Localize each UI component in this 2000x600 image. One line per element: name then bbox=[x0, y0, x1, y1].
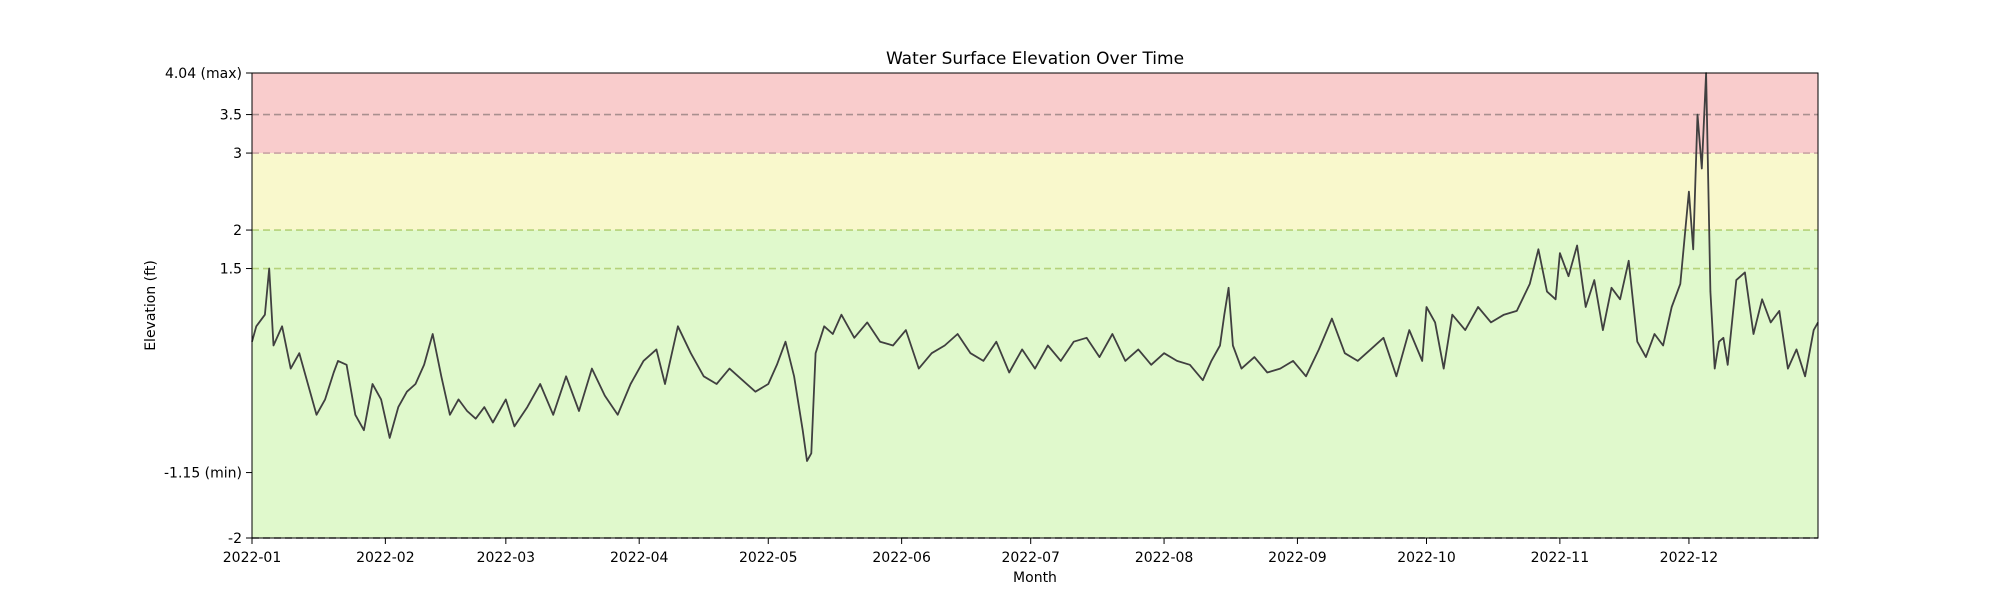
y-axis: -2 -1.15 (min) 1.5 2 3 3.5 4.04 (max) bbox=[164, 66, 252, 547]
plot-frame bbox=[251, 72, 1819, 539]
x-axis: 2022-01 2022-02 2022-03 2022-04 2022-05 2022-… bbox=[223, 538, 1718, 566]
chart-title: Water Surface Elevation Over Time bbox=[886, 49, 1184, 69]
band-1 bbox=[252, 153, 1818, 231]
band-0 bbox=[252, 230, 1818, 538]
x-tick-label: 2022-07 bbox=[1001, 550, 1060, 566]
y-tick-label: 1.5 bbox=[220, 262, 242, 278]
x-tick-label: 2022-06 bbox=[872, 550, 931, 566]
x-tick-label: 2022-12 bbox=[1660, 550, 1719, 566]
y-tick-label: 2 bbox=[233, 223, 242, 239]
y-tick-label: 3 bbox=[233, 146, 242, 162]
x-tick-label: 2022-02 bbox=[356, 550, 415, 566]
series-line-0 bbox=[251, 72, 1819, 462]
y-tick-label: -2 bbox=[228, 531, 242, 547]
band-2 bbox=[252, 73, 1818, 154]
x-tick-label: 2022-11 bbox=[1531, 550, 1590, 566]
x-tick-label: 2022-03 bbox=[477, 550, 536, 566]
x-tick-label: 2022-04 bbox=[610, 550, 669, 566]
x-tick-label: 2022-10 bbox=[1397, 550, 1456, 566]
y-tick-label: 4.04 (max) bbox=[165, 66, 242, 82]
x-axis-title: Month bbox=[1013, 570, 1057, 586]
y-tick-label: 3.5 bbox=[220, 108, 242, 124]
y-tick-label: -1.15 (min) bbox=[164, 466, 242, 482]
background-bands bbox=[252, 73, 1818, 538]
x-tick-label: 2022-09 bbox=[1268, 550, 1327, 566]
series-layer bbox=[251, 72, 1819, 462]
x-tick-label: 2022-08 bbox=[1135, 550, 1194, 566]
x-tick-label: 2022-05 bbox=[739, 550, 798, 566]
x-tick-label: 2022-01 bbox=[223, 550, 282, 566]
y-axis-title: Elevation (ft) bbox=[143, 260, 159, 351]
